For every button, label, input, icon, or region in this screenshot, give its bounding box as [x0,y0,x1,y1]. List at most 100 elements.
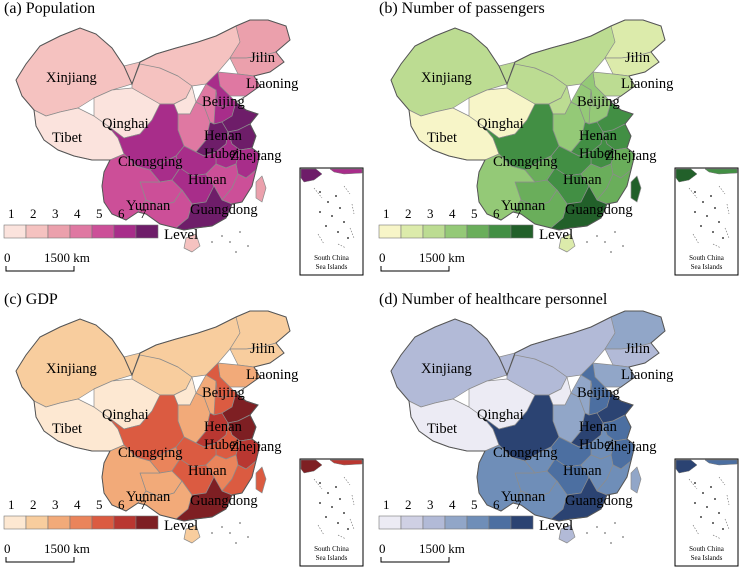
province-hainan [558,233,576,253]
label-chongqing: Chongqing [493,154,557,170]
label-tibet: Tibet [427,421,457,437]
legend-swatch-6 [488,224,512,239]
legend-swatch-2 [400,224,424,239]
label-liaoning: Liaoning [621,367,673,383]
panel-title: (d) Number of healthcare personnel [379,291,608,308]
scale-zero: 0 [4,250,11,265]
coastal-islands [586,522,624,544]
label-jilin: Jilin [625,50,651,66]
label-guangdong: Guangdong [565,493,633,509]
scale-zero: 0 [379,541,386,556]
legend-swatch-3 [422,224,446,239]
label-liaoning: Liaoning [621,76,673,92]
china-map: Xinjiang Tibet Qinghai Jilin LiaoningBeijing… [390,310,673,544]
legend-level-1: 1 [383,206,390,221]
label-henan: Henan [579,419,618,435]
label-zhejiang: Zhejiang [230,439,282,455]
label-guangdong: Guangdong [190,493,258,509]
coastal-islands [211,522,249,544]
province-taiwan [255,466,267,494]
legend-level-3: 3 [427,206,434,221]
level-legend: 1 2 3 4 5 6 7 Level [378,497,573,534]
scale-bar: 0 1500 km [379,541,465,563]
legend-swatch-2 [25,515,49,530]
scale-distance: 1500 km [44,250,90,265]
label-beijing: Beijing [577,94,620,110]
legend-level-2: 2 [405,497,412,512]
panel-title: (b) Number of passengers [379,0,545,17]
legend-level-7: 7 [515,497,522,512]
legend-title: Level [539,518,573,534]
label-henan: Henan [204,128,243,144]
legend-swatch-7 [510,224,534,239]
label-henan: Henan [579,128,618,144]
label-xinjiang: Xinjiang [46,70,97,86]
inset-label-line1: South China [314,545,350,553]
legend-swatch-4 [69,515,93,530]
legend-level-6: 6 [118,497,125,512]
province-hainan [558,524,576,544]
legend-swatch-7 [135,224,159,239]
level-legend: 1 2 3 4 5 6 7 Level [3,497,198,534]
label-hunan: Hunan [563,172,602,188]
scale-distance: 1500 km [44,541,90,556]
label-qinghai: Qinghai [102,407,149,423]
country-border [390,19,666,231]
label-hubei: Hubei [579,146,614,162]
panel-title: (c) GDP [4,291,58,308]
china-map: Xinjiang Tibet Qinghai Jilin LiaoningBeijing… [15,310,298,544]
legend-title: Level [164,227,198,243]
legend-level-4: 4 [449,206,456,221]
label-tibet: Tibet [427,130,457,146]
inset-label-line2: Sea Islands [316,554,348,562]
label-henan: Henan [204,419,243,435]
label-jilin: Jilin [625,341,651,357]
panel-b: Xinjiang Tibet Qinghai Jilin Liaoning Beijing… [375,0,750,291]
inset-label-line2: Sea Islands [691,263,723,271]
label-tibet: Tibet [52,421,82,437]
legend-level-6: 6 [493,206,500,221]
panel-title: (a) Population [4,0,96,17]
legend-swatch-6 [488,515,512,530]
legend-level-3: 3 [52,497,59,512]
label-qinghai: Qinghai [102,116,149,132]
label-yunnan: Yunnan [501,198,546,214]
legend-swatch-6 [113,224,137,239]
label-chongqing: Chongqing [493,445,557,461]
province-taiwan [255,175,267,203]
label-hubei: Hubei [579,437,614,453]
legend-level-4: 4 [449,497,456,512]
province-hainan [183,233,201,253]
legend-title: Level [164,518,198,534]
legend-swatch-1 [3,224,27,239]
legend-level-7: 7 [140,206,147,221]
inset-label-line2: Sea Islands [316,263,348,271]
legend-level-2: 2 [30,206,37,221]
inset-label-line2: Sea Islands [691,554,723,562]
legend-level-5: 5 [96,497,103,512]
legend-swatch-4 [444,515,468,530]
map-a: Xinjiang Tibet Qinghai Jilin LiaoningBeijing… [3,19,364,276]
scale-bar: 0 1500 km [4,250,90,272]
province-taiwan [630,466,642,494]
label-xinjiang: Xinjiang [421,70,472,86]
province-hainan [183,524,201,544]
legend-swatch-3 [47,515,71,530]
legend-level-1: 1 [8,206,15,221]
label-zhejiang: Zhejiang [605,439,657,455]
label-qinghai: Qinghai [477,407,524,423]
legend-swatch-1 [3,515,27,530]
label-jilin: Jilin [250,341,276,357]
map-b: Xinjiang Tibet Qinghai Jilin LiaoningBeijing… [378,19,739,276]
legend-swatch-3 [47,224,71,239]
legend-swatch-5 [91,224,115,239]
legend-level-7: 7 [515,206,522,221]
label-tibet: Tibet [52,130,82,146]
legend-level-1: 1 [383,497,390,512]
label-xinjiang: Xinjiang [421,361,472,377]
legend-level-6: 6 [118,206,125,221]
legend-level-2: 2 [30,497,37,512]
